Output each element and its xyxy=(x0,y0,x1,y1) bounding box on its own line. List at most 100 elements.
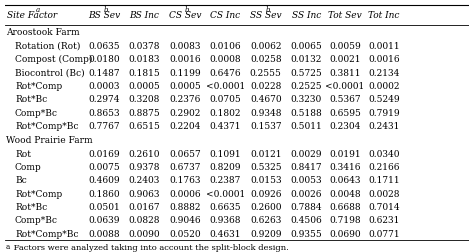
Text: 0.2610: 0.2610 xyxy=(129,149,160,158)
Text: CS Sev: CS Sev xyxy=(169,11,201,20)
Text: 0.0011: 0.0011 xyxy=(368,42,400,51)
Text: 0.1199: 0.1199 xyxy=(169,69,201,77)
Text: 0.1091: 0.1091 xyxy=(210,149,241,158)
Text: 0.0075: 0.0075 xyxy=(88,162,120,171)
Text: 0.6231: 0.6231 xyxy=(368,216,400,225)
Text: <0.0001: <0.0001 xyxy=(325,82,365,91)
Text: 0.0053: 0.0053 xyxy=(291,176,322,184)
Text: SS Inc: SS Inc xyxy=(292,11,321,20)
Text: Tot Inc: Tot Inc xyxy=(368,11,400,20)
Text: 0.7919: 0.7919 xyxy=(368,108,400,117)
Text: 0.0639: 0.0639 xyxy=(88,216,120,225)
Text: 0.4371: 0.4371 xyxy=(210,122,241,131)
Text: 0.0378: 0.0378 xyxy=(129,42,160,51)
Text: 0.5367: 0.5367 xyxy=(329,95,361,104)
Text: BS Sev: BS Sev xyxy=(88,11,120,20)
Text: CS Inc: CS Inc xyxy=(210,11,240,20)
Text: 0.0005: 0.0005 xyxy=(169,82,201,91)
Text: 0.0083: 0.0083 xyxy=(169,42,201,51)
Text: 0.2166: 0.2166 xyxy=(368,162,400,171)
Text: 0.9209: 0.9209 xyxy=(250,229,282,238)
Text: a: a xyxy=(36,6,40,14)
Text: 0.2304: 0.2304 xyxy=(329,122,361,131)
Text: Rot*Comp: Rot*Comp xyxy=(15,189,62,198)
Text: 0.0132: 0.0132 xyxy=(291,55,322,64)
Text: Rot*Comp*Bc: Rot*Comp*Bc xyxy=(15,122,79,131)
Text: 0.0003: 0.0003 xyxy=(88,82,120,91)
Text: 0.0028: 0.0028 xyxy=(368,189,400,198)
Text: Biocontrol (Bc): Biocontrol (Bc) xyxy=(15,69,84,77)
Text: 0.0167: 0.0167 xyxy=(129,202,160,211)
Text: 0.0048: 0.0048 xyxy=(329,189,361,198)
Text: a: a xyxy=(6,242,10,249)
Text: 0.2600: 0.2600 xyxy=(250,202,282,211)
Text: 0.0005: 0.0005 xyxy=(128,82,160,91)
Text: 0.0340: 0.0340 xyxy=(368,149,400,158)
Text: 0.0926: 0.0926 xyxy=(250,189,282,198)
Text: Rot*Bc: Rot*Bc xyxy=(15,202,47,211)
Text: 0.2204: 0.2204 xyxy=(169,122,201,131)
Text: 0.3230: 0.3230 xyxy=(291,95,322,104)
Text: 0.7014: 0.7014 xyxy=(368,202,400,211)
Text: 0.8875: 0.8875 xyxy=(128,108,160,117)
Text: 0.8882: 0.8882 xyxy=(169,202,201,211)
Text: Comp: Comp xyxy=(15,162,42,171)
Text: 0.2902: 0.2902 xyxy=(169,108,201,117)
Text: 0.1711: 0.1711 xyxy=(368,176,400,184)
Text: 0.0026: 0.0026 xyxy=(291,189,322,198)
Text: 0.0106: 0.0106 xyxy=(210,42,241,51)
Text: 0.8209: 0.8209 xyxy=(210,162,241,171)
Text: 0.0121: 0.0121 xyxy=(250,149,282,158)
Text: Site Factor: Site Factor xyxy=(7,11,57,20)
Text: 0.2403: 0.2403 xyxy=(129,176,160,184)
Text: 0.6737: 0.6737 xyxy=(169,162,201,171)
Text: Rot*Comp*Bc: Rot*Comp*Bc xyxy=(15,229,79,238)
Text: 0.0065: 0.0065 xyxy=(291,42,322,51)
Text: 0.0771: 0.0771 xyxy=(368,229,400,238)
Text: 0.0191: 0.0191 xyxy=(329,149,361,158)
Text: 0.0828: 0.0828 xyxy=(129,216,160,225)
Text: Tot Sev: Tot Sev xyxy=(328,11,362,20)
Text: 0.0690: 0.0690 xyxy=(329,229,361,238)
Text: Compost (Comp): Compost (Comp) xyxy=(15,55,92,64)
Text: 0.0635: 0.0635 xyxy=(88,42,120,51)
Text: 0.9046: 0.9046 xyxy=(169,216,201,225)
Text: 0.0501: 0.0501 xyxy=(88,202,120,211)
Text: Rotation (Rot): Rotation (Rot) xyxy=(15,42,80,51)
Text: 0.0088: 0.0088 xyxy=(88,229,120,238)
Text: Rot*Comp: Rot*Comp xyxy=(15,82,62,91)
Text: 0.0705: 0.0705 xyxy=(210,95,241,104)
Text: 0.2974: 0.2974 xyxy=(88,95,120,104)
Text: 0.9063: 0.9063 xyxy=(129,189,160,198)
Text: 0.0016: 0.0016 xyxy=(169,55,201,64)
Text: 0.0258: 0.0258 xyxy=(250,55,282,64)
Text: 0.0520: 0.0520 xyxy=(169,229,201,238)
Text: 0.0657: 0.0657 xyxy=(169,149,201,158)
Text: 0.0029: 0.0029 xyxy=(291,149,322,158)
Text: 0.9355: 0.9355 xyxy=(291,229,322,238)
Text: 0.4506: 0.4506 xyxy=(291,216,322,225)
Text: 0.0006: 0.0006 xyxy=(169,189,201,198)
Text: 0.9378: 0.9378 xyxy=(129,162,160,171)
Text: 0.1537: 0.1537 xyxy=(250,122,282,131)
Text: 0.5725: 0.5725 xyxy=(291,69,322,77)
Text: 0.3416: 0.3416 xyxy=(329,162,361,171)
Text: 0.0153: 0.0153 xyxy=(250,176,282,184)
Text: 0.8653: 0.8653 xyxy=(88,108,120,117)
Text: Comp*Bc: Comp*Bc xyxy=(15,108,58,117)
Text: 0.2431: 0.2431 xyxy=(368,122,400,131)
Text: 0.0090: 0.0090 xyxy=(129,229,160,238)
Text: 0.2134: 0.2134 xyxy=(368,69,400,77)
Text: 0.4631: 0.4631 xyxy=(210,229,241,238)
Text: Factors were analyzed taking into account the split-block design.: Factors were analyzed taking into accoun… xyxy=(11,243,289,251)
Text: Wood Prairie Farm: Wood Prairie Farm xyxy=(6,135,92,144)
Text: 0.2387: 0.2387 xyxy=(210,176,241,184)
Text: BS Inc: BS Inc xyxy=(129,11,159,20)
Text: 0.2376: 0.2376 xyxy=(169,95,201,104)
Text: 0.3811: 0.3811 xyxy=(329,69,361,77)
Text: 0.6635: 0.6635 xyxy=(210,202,241,211)
Text: Aroostook Farm: Aroostook Farm xyxy=(6,28,79,37)
Text: 0.0180: 0.0180 xyxy=(88,55,120,64)
Text: Comp*Bc: Comp*Bc xyxy=(15,216,58,225)
Text: 0.4670: 0.4670 xyxy=(250,95,282,104)
